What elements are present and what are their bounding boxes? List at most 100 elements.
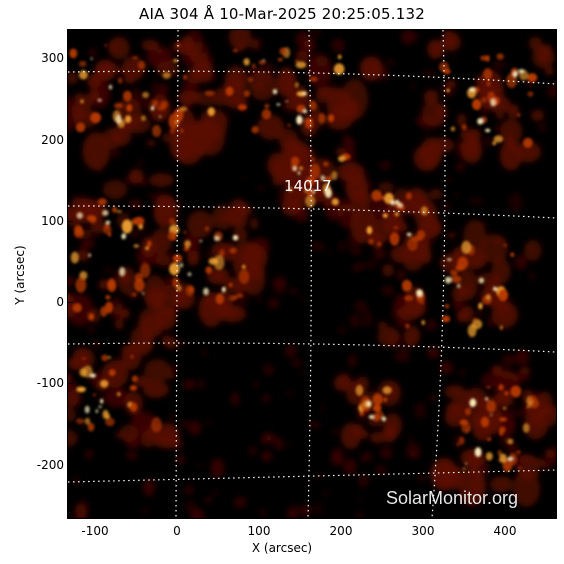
emission-patch [377, 321, 388, 330]
emission-patch [199, 239, 203, 243]
emission-patch [439, 361, 453, 375]
emission-patch [403, 336, 416, 348]
emission-patch [354, 262, 365, 271]
emission-patch [288, 186, 293, 192]
emission-patch [233, 295, 238, 300]
emission-patch [309, 76, 318, 82]
emission-patch [169, 218, 176, 225]
emission-patch [189, 50, 199, 59]
emission-patch [310, 158, 315, 161]
emission-patch [230, 392, 240, 406]
emission-patch [159, 115, 162, 118]
emission-patch [347, 232, 361, 249]
emission-patch [131, 218, 138, 225]
emission-patch [115, 65, 128, 76]
emission-patch [524, 240, 542, 261]
emission-patch [435, 107, 444, 113]
emission-patch [129, 273, 136, 280]
emission-patch [222, 211, 232, 223]
emission-patch [439, 61, 449, 73]
emission-patch [331, 171, 338, 181]
emission-patch [355, 512, 364, 518]
emission-patch [328, 114, 335, 123]
emission-patch [261, 395, 272, 403]
emission-patch [155, 304, 177, 330]
x-tick-mark [423, 512, 424, 518]
emission-patch [272, 89, 278, 95]
emission-patch [184, 240, 191, 248]
emission-patch [517, 466, 522, 470]
emission-patch [257, 186, 265, 191]
emission-patch [486, 81, 491, 87]
emission-patch [84, 417, 91, 425]
emission-patch [297, 171, 301, 175]
emission-patch [161, 132, 172, 143]
emission-patch [343, 458, 357, 475]
emission-patch [228, 198, 248, 228]
emission-patch [413, 144, 440, 172]
emission-patch [465, 462, 468, 465]
emission-patch [204, 497, 212, 504]
emission-patch [136, 159, 144, 167]
emission-patch [90, 57, 93, 60]
emission-patch [390, 245, 411, 263]
emission-patch [143, 381, 169, 398]
emission-patch [201, 348, 209, 357]
emission-patch [76, 386, 86, 393]
emission-patch [507, 438, 514, 445]
emission-patch [398, 403, 403, 406]
y-tick-mark [67, 140, 73, 141]
emission-bright [68, 42, 539, 472]
emission-patch [527, 73, 538, 83]
emission-patch [462, 306, 474, 315]
emission-patch [299, 504, 311, 517]
emission-patch [252, 63, 256, 69]
emission-patch [483, 68, 493, 80]
emission-patch [80, 243, 86, 252]
emission-patch [75, 418, 85, 424]
emission-patch [377, 182, 395, 193]
emission-patch [518, 69, 525, 74]
emission-patch [410, 82, 416, 90]
emission-patch [356, 239, 364, 244]
emission-patch [390, 200, 395, 206]
emission-patch [368, 414, 374, 419]
emission-patch [228, 282, 233, 288]
emission-patch [458, 436, 465, 445]
emission-patch [187, 272, 192, 276]
emission-patch [423, 89, 439, 105]
emission-patch [428, 188, 443, 200]
y-tick-mark [67, 221, 73, 222]
emission-patch [111, 271, 121, 280]
emission-patch [408, 452, 421, 459]
emission-patch [490, 414, 493, 416]
emission-patch [132, 56, 138, 60]
emission-patch [117, 77, 123, 84]
emission-patch [401, 279, 412, 292]
watermark: SolarMonitor.org [386, 488, 519, 508]
emission-patch [155, 48, 164, 55]
emission-patch [379, 446, 393, 460]
emission-patch [109, 296, 122, 315]
emission-patch [130, 89, 141, 96]
emission-patch [449, 261, 456, 268]
emission-patch [528, 395, 538, 401]
emission-patch [173, 222, 178, 225]
emission-patch [107, 280, 115, 290]
emission-patch [511, 409, 524, 417]
x-tick-label: 100 [247, 524, 271, 538]
emission-patch [183, 247, 190, 251]
emission-patch [250, 37, 262, 51]
emission-patch [446, 401, 464, 416]
emission-patch [288, 288, 299, 294]
emission-patch [383, 211, 406, 242]
emission-patch [85, 449, 93, 459]
emission-patch [528, 272, 536, 281]
emission-patch [458, 371, 466, 375]
emission-patch [507, 457, 514, 461]
image-title: AIA 304 Å 10-Mar-2025 20:25:05.132 [139, 5, 425, 23]
emission-patch [242, 176, 248, 180]
emission-patch [186, 67, 203, 84]
emission-patch [296, 115, 303, 125]
emission-patch [156, 313, 164, 320]
